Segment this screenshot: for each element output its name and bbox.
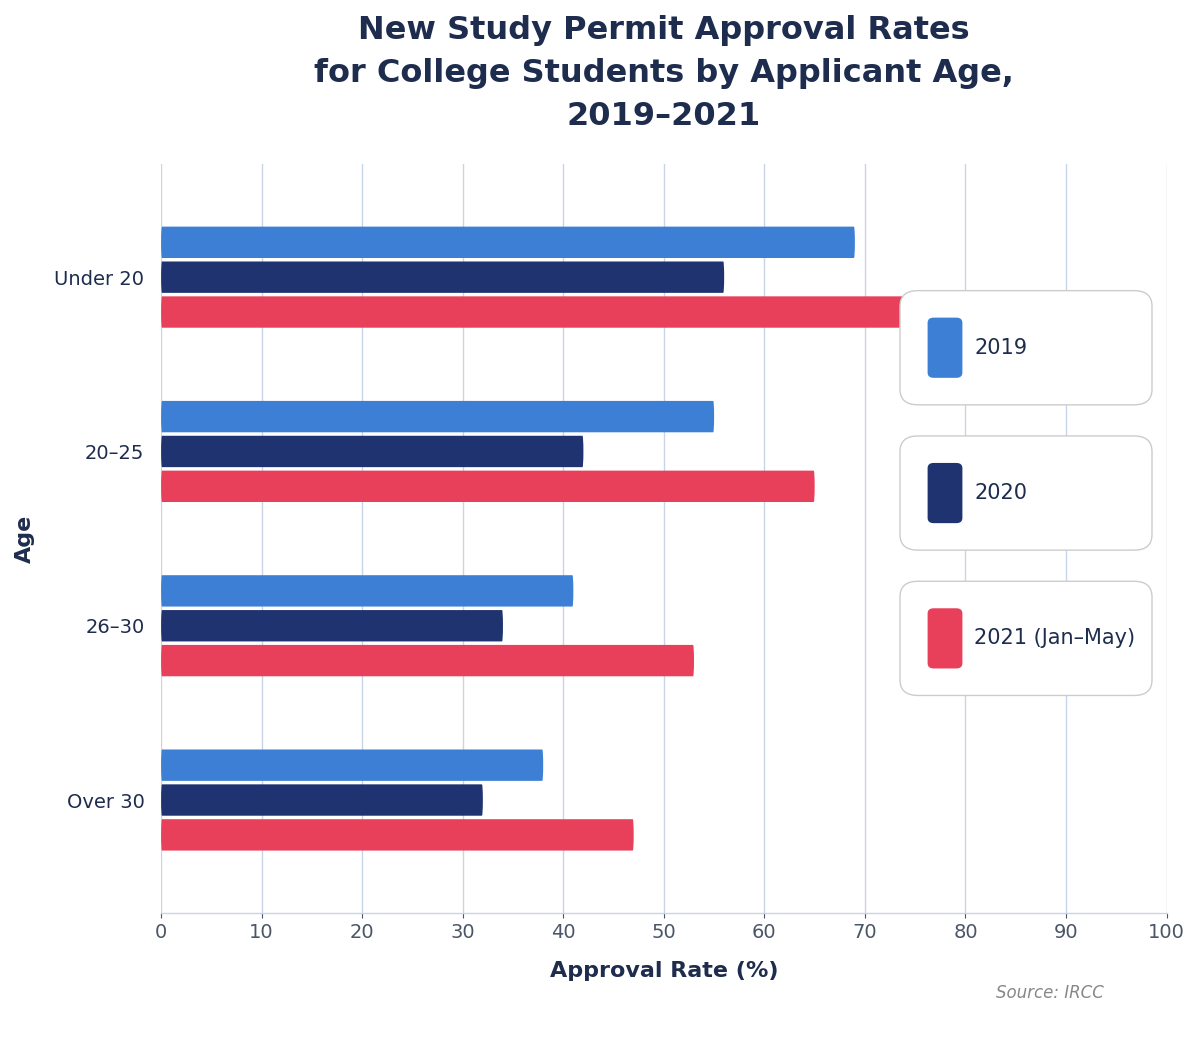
FancyBboxPatch shape	[161, 436, 583, 467]
FancyBboxPatch shape	[161, 401, 714, 432]
FancyBboxPatch shape	[161, 296, 966, 328]
Title: New Study Permit Approval Rates
for College Students by Applicant Age,
2019–2021: New Study Permit Approval Rates for Coll…	[314, 15, 1014, 132]
X-axis label: Approval Rate (%): Approval Rate (%)	[550, 961, 778, 982]
Text: Source: IRCC: Source: IRCC	[996, 984, 1104, 1002]
FancyBboxPatch shape	[161, 645, 694, 677]
Text: 2020: 2020	[974, 483, 1027, 503]
FancyBboxPatch shape	[161, 749, 544, 781]
FancyBboxPatch shape	[161, 785, 482, 816]
FancyBboxPatch shape	[161, 819, 634, 850]
FancyBboxPatch shape	[161, 610, 503, 641]
FancyBboxPatch shape	[161, 262, 724, 293]
FancyBboxPatch shape	[161, 470, 815, 502]
FancyBboxPatch shape	[161, 575, 574, 606]
Text: 2019: 2019	[974, 337, 1027, 358]
Text: 2021 (Jan–May): 2021 (Jan–May)	[974, 628, 1135, 649]
FancyBboxPatch shape	[161, 226, 854, 258]
Y-axis label: Age: Age	[14, 515, 35, 563]
